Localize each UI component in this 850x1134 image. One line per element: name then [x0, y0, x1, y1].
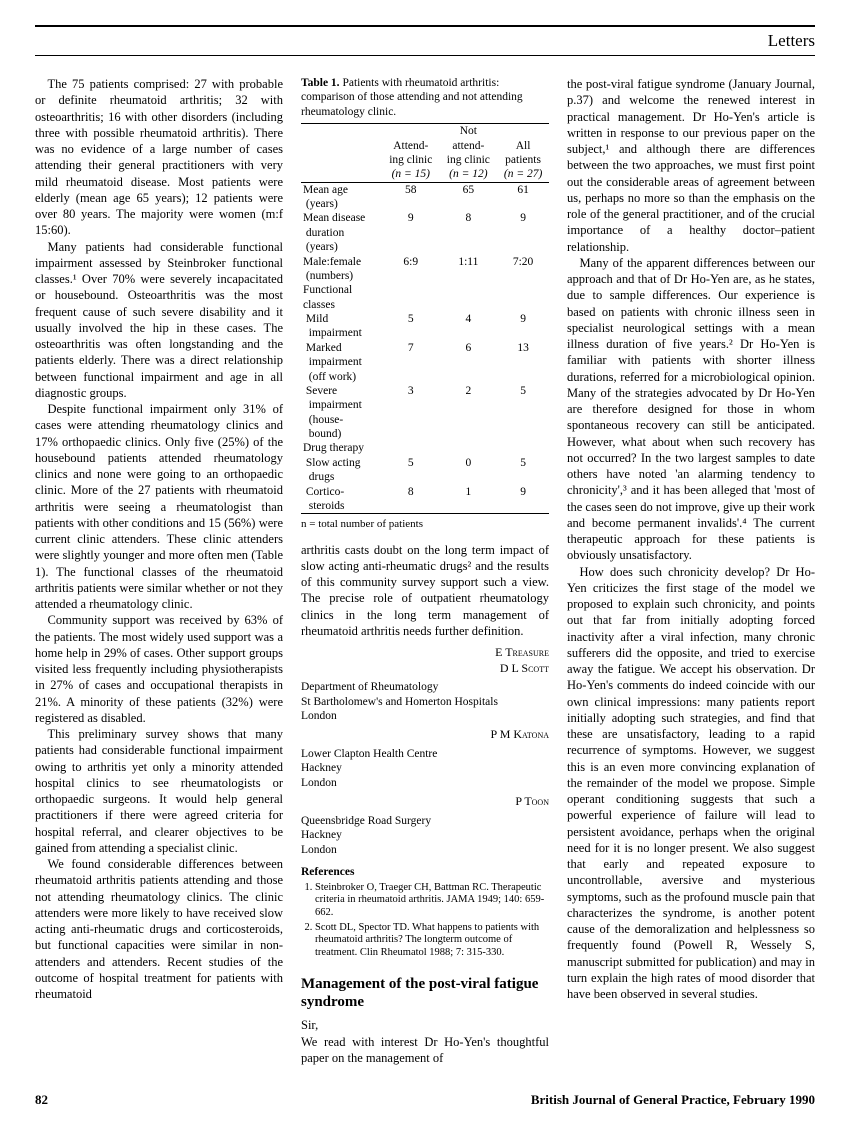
row-label: Cortico- steroids: [301, 485, 382, 514]
col-header: Attend- ing clinic: [382, 139, 440, 168]
paragraph: the post-viral fatigue syndrome (January…: [567, 76, 815, 255]
cell-value: 1: [440, 485, 498, 514]
cell-value: [440, 283, 498, 312]
column-3: the post-viral fatigue syndrome (January…: [567, 76, 815, 1066]
cell-value: 7: [382, 341, 440, 384]
table-row: Mean age (years)586561: [301, 182, 549, 211]
cell-value: 5: [497, 456, 549, 485]
table-head: Not Attend- ing clinic attend- ing clini…: [301, 124, 549, 182]
cell-value: 8: [382, 485, 440, 514]
cell-value: 1:11: [440, 255, 498, 284]
salutation: Sir,: [301, 1017, 549, 1033]
cell-value: 9: [497, 312, 549, 341]
table-row: Cortico- steroids819: [301, 485, 549, 514]
cell-value: 61: [497, 182, 549, 211]
cell-value: 8: [440, 211, 498, 254]
col-n: (n = 27): [497, 167, 549, 182]
table-label: Table 1.: [301, 77, 340, 89]
row-label: Severe impairment (house- bound): [301, 384, 382, 442]
table-row: Marked impairment (off work)7613: [301, 341, 549, 384]
col-n: (n = 15): [382, 167, 440, 182]
affiliation: Department of Rheumatology St Bartholome…: [301, 680, 549, 723]
cell-value: 13: [497, 341, 549, 384]
table-row: Drug therapy: [301, 441, 549, 455]
affiliation: Lower Clapton Health Centre Hackney Lond…: [301, 747, 549, 790]
cell-value: [497, 283, 549, 312]
row-label: Mean disease duration (years): [301, 211, 382, 254]
row-label: Marked impairment (off work): [301, 341, 382, 384]
cell-value: 58: [382, 182, 440, 211]
top-rule: [35, 25, 815, 27]
cell-value: 5: [497, 384, 549, 442]
column-1: The 75 patients comprised: 27 with proba…: [35, 76, 283, 1066]
table-row: Mean disease duration (years)989: [301, 211, 549, 254]
author-line: E Treasure: [301, 645, 549, 661]
paragraph: Community support was received by 63% of…: [35, 612, 283, 726]
cell-value: 9: [382, 211, 440, 254]
section-header: Letters: [35, 30, 815, 52]
paragraph: Despite functional impairment only 31% o…: [35, 401, 283, 612]
header-underline: [35, 55, 815, 56]
table-bottom-rule: [301, 513, 549, 514]
paragraph: The 75 patients comprised: 27 with proba…: [35, 76, 283, 239]
table-caption: Table 1. Patients with rheumatoid arthri…: [301, 76, 549, 119]
three-column-layout: The 75 patients comprised: 27 with proba…: [35, 76, 815, 1066]
cell-value: 65: [440, 182, 498, 211]
paragraph: arthritis casts doubt on the long term i…: [301, 542, 549, 640]
cell-value: 9: [497, 485, 549, 514]
table-row: Slow acting drugs505: [301, 456, 549, 485]
author-line: P Toon: [301, 794, 549, 810]
affiliation: Queensbridge Road Surgery Hackney London: [301, 814, 549, 857]
row-label: Functional classes: [301, 283, 382, 312]
col-n: (n = 12): [440, 167, 498, 182]
cell-value: 9: [497, 211, 549, 254]
reference-item: Scott DL, Spector TD. What happens to pa…: [315, 922, 549, 960]
paragraph: We found considerable differences betwee…: [35, 856, 283, 1002]
row-label: Mild impairment: [301, 312, 382, 341]
cell-value: 0: [440, 456, 498, 485]
table-row: Male:female (numbers)6:91:117:20: [301, 255, 549, 284]
page-number: 82: [35, 1092, 48, 1109]
paragraph: Many patients had considerable functiona…: [35, 239, 283, 402]
reference-item: Steinbroker O, Traeger CH, Battman RC. T…: [315, 882, 549, 920]
references-list: Steinbroker O, Traeger CH, Battman RC. T…: [301, 882, 549, 960]
paragraph: How does such chronicity develop? Dr Ho-…: [567, 564, 815, 1003]
col-header: Not: [440, 124, 498, 138]
paragraph: Many of the apparent differences between…: [567, 255, 815, 564]
cell-value: [440, 441, 498, 455]
cell-value: 7:20: [497, 255, 549, 284]
row-label: Drug therapy: [301, 441, 382, 455]
letter-title: Management of the post-viral fatigue syn…: [301, 975, 549, 1011]
page-footer: 82 British Journal of General Practice, …: [35, 1092, 815, 1109]
cell-value: 2: [440, 384, 498, 442]
cell-value: 5: [382, 312, 440, 341]
table-1: Not Attend- ing clinic attend- ing clini…: [301, 124, 549, 513]
table-row: Severe impairment (house- bound)325: [301, 384, 549, 442]
cell-value: 5: [382, 456, 440, 485]
table-row: Mild impairment549: [301, 312, 549, 341]
cell-value: 6:9: [382, 255, 440, 284]
column-2: Table 1. Patients with rheumatoid arthri…: [301, 76, 549, 1066]
table-row: Functional classes: [301, 283, 549, 312]
table-footnote: n = total number of patients: [301, 517, 549, 531]
cell-value: 6: [440, 341, 498, 384]
cell-value: [382, 441, 440, 455]
cell-value: 4: [440, 312, 498, 341]
row-label: Male:female (numbers): [301, 255, 382, 284]
author-line: D L Scott: [301, 661, 549, 677]
journal-citation: British Journal of General Practice, Feb…: [531, 1092, 815, 1109]
col-header: All patients: [497, 139, 549, 168]
row-label: Mean age (years): [301, 182, 382, 211]
author-line: P M Katona: [301, 727, 549, 743]
cell-value: [382, 283, 440, 312]
paragraph: This preliminary survey shows that many …: [35, 726, 283, 856]
col-header: attend- ing clinic: [440, 139, 498, 168]
row-label: Slow acting drugs: [301, 456, 382, 485]
references-heading: References: [301, 865, 549, 880]
table-body: Mean age (years)586561Mean disease durat…: [301, 182, 549, 513]
paragraph: We read with interest Dr Ho-Yen's though…: [301, 1034, 549, 1067]
cell-value: 3: [382, 384, 440, 442]
cell-value: [497, 441, 549, 455]
